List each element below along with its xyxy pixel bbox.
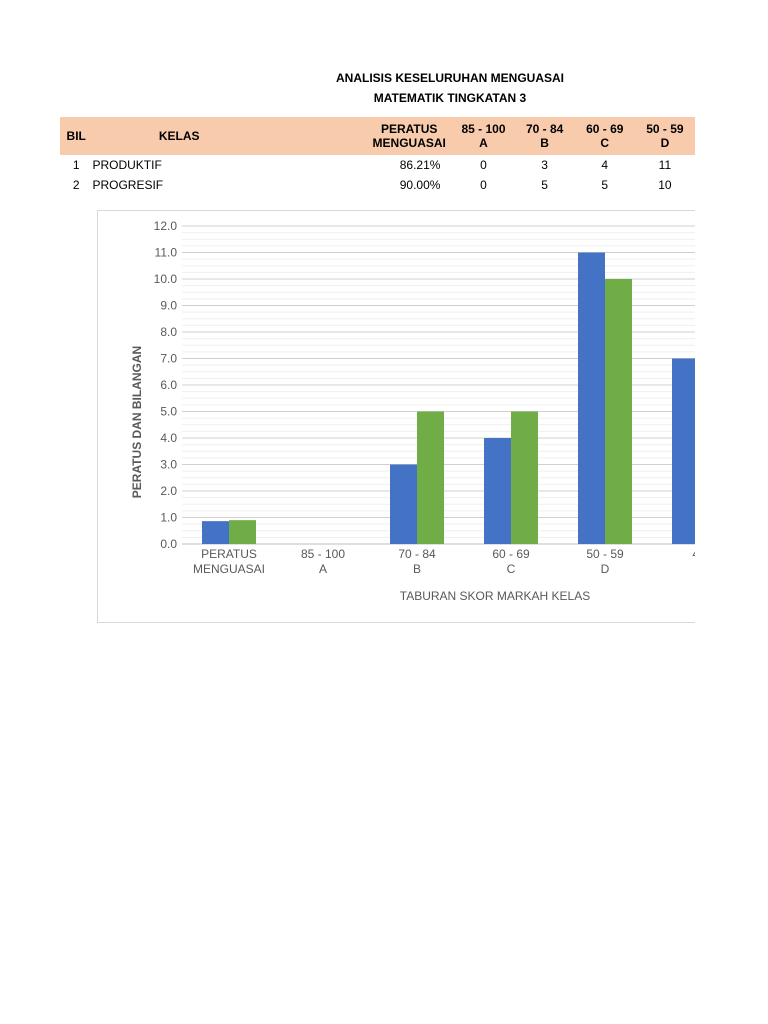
x-axis-title: TABURAN SKOR MARKAH KELAS xyxy=(400,589,591,603)
header-grade-b-letter: B xyxy=(540,136,549,150)
cell-kelas: PRODUKTIF xyxy=(92,158,162,172)
y-tick-label: 6.0 xyxy=(160,378,177,392)
x-category-label: 50 - 59 xyxy=(586,547,624,561)
y-tick-label: 12.0 xyxy=(154,219,178,233)
x-category-label: PERATUS xyxy=(201,547,257,561)
y-tick-label: 8.0 xyxy=(160,325,177,339)
cell-grade-a: 0 xyxy=(480,178,487,192)
header-peratus: PERATUS MENGUASAI xyxy=(366,117,453,155)
header-grade-c-letter: C xyxy=(600,136,610,150)
bar-series-2 xyxy=(229,520,256,544)
x-category-label: MENGUASAI xyxy=(193,562,265,576)
header-grade-c-range: 60 - 69 xyxy=(586,122,624,136)
cell-grade-b: 5 xyxy=(541,178,548,192)
header-peratus-line1: PERATUS xyxy=(380,122,438,136)
table-row: 2 PROGRESIF 90.00% 0 5 5 10 xyxy=(60,175,695,195)
header-grade-b: 70 - 84 B xyxy=(514,117,575,155)
cell-grade-d: 11 xyxy=(658,158,672,172)
y-tick-label: 9.0 xyxy=(160,299,177,313)
header-grade-c: 60 - 69 C xyxy=(574,117,635,155)
y-tick-label: 5.0 xyxy=(160,405,177,419)
page-edge-mask xyxy=(695,0,768,1024)
y-tick-label: 2.0 xyxy=(160,484,177,498)
x-category-label: 60 - 69 xyxy=(492,547,530,561)
x-category-label: C xyxy=(507,562,516,576)
header-grade-d: 50 - 59 D xyxy=(634,117,695,155)
cell-kelas: PROGRESIF xyxy=(92,178,164,192)
bar-series-2 xyxy=(511,411,538,544)
y-tick-label: 10.0 xyxy=(154,272,178,286)
cell-peratus: 90.00% xyxy=(399,178,441,192)
y-tick-label: 11.0 xyxy=(155,246,178,260)
cell-bil: 2 xyxy=(72,178,80,192)
header-grade-a-letter: A xyxy=(479,136,488,150)
cell-grade-b: 3 xyxy=(541,158,548,172)
header-grade-b-range: 70 - 84 xyxy=(525,122,564,136)
chart-area xyxy=(97,210,717,623)
header-bil-label: BIL xyxy=(66,129,86,143)
bar-series-1 xyxy=(484,438,511,544)
table-row: 1 PRODUKTIF 86.21% 0 3 4 11 xyxy=(60,155,695,175)
x-category-label: 70 - 84 xyxy=(398,547,436,561)
header-kelas: KELAS xyxy=(92,117,366,155)
cell-grade-d: 10 xyxy=(658,178,672,192)
x-category-label: 85 - 100 xyxy=(301,547,345,561)
bar-series-1 xyxy=(390,464,417,544)
cell-grade-c: 4 xyxy=(601,158,609,172)
x-category-label: B xyxy=(413,562,421,576)
summary-table: BIL KELAS PERATUS MENGUASAI 85 - 100 A 7… xyxy=(60,117,695,195)
header-peratus-line2: MENGUASAI xyxy=(372,136,446,150)
x-category-label: A xyxy=(319,562,327,576)
x-category-label: D xyxy=(601,562,610,576)
report-title-line2: MATEMATIK TINGKATAN 3 xyxy=(373,91,527,105)
header-kelas-label: KELAS xyxy=(158,129,200,143)
y-tick-label: 3.0 xyxy=(160,458,177,472)
bar-series-1 xyxy=(578,252,605,544)
header-grade-a-range: 85 - 100 xyxy=(461,122,506,136)
header-grade-d-letter: D xyxy=(660,136,670,150)
bar-series-2 xyxy=(605,279,632,544)
y-tick-label: 7.0 xyxy=(160,352,177,366)
bar-series-1 xyxy=(202,521,229,544)
cell-bil: 1 xyxy=(72,158,80,172)
y-tick-label: 4.0 xyxy=(160,431,177,445)
header-grade-a: 85 - 100 A xyxy=(452,117,515,155)
table-header-row: BIL KELAS PERATUS MENGUASAI 85 - 100 A 7… xyxy=(60,117,695,155)
cell-grade-c: 5 xyxy=(601,178,609,192)
cell-peratus: 86.21% xyxy=(399,158,441,172)
y-tick-label: 1.0 xyxy=(160,511,177,525)
header-grade-d-range: 50 - 59 xyxy=(646,122,684,136)
cell-grade-a: 0 xyxy=(480,158,487,172)
y-tick-label: 0.0 xyxy=(160,537,177,551)
header-bil: BIL xyxy=(60,117,93,155)
y-axis-title: PERATUS DAN BILANGAN xyxy=(130,346,144,498)
bar-series-1 xyxy=(672,358,699,544)
bar-series-2 xyxy=(417,411,444,544)
report-title-line1: ANALISIS KESELURUHAN MENGUASAI xyxy=(335,71,564,85)
